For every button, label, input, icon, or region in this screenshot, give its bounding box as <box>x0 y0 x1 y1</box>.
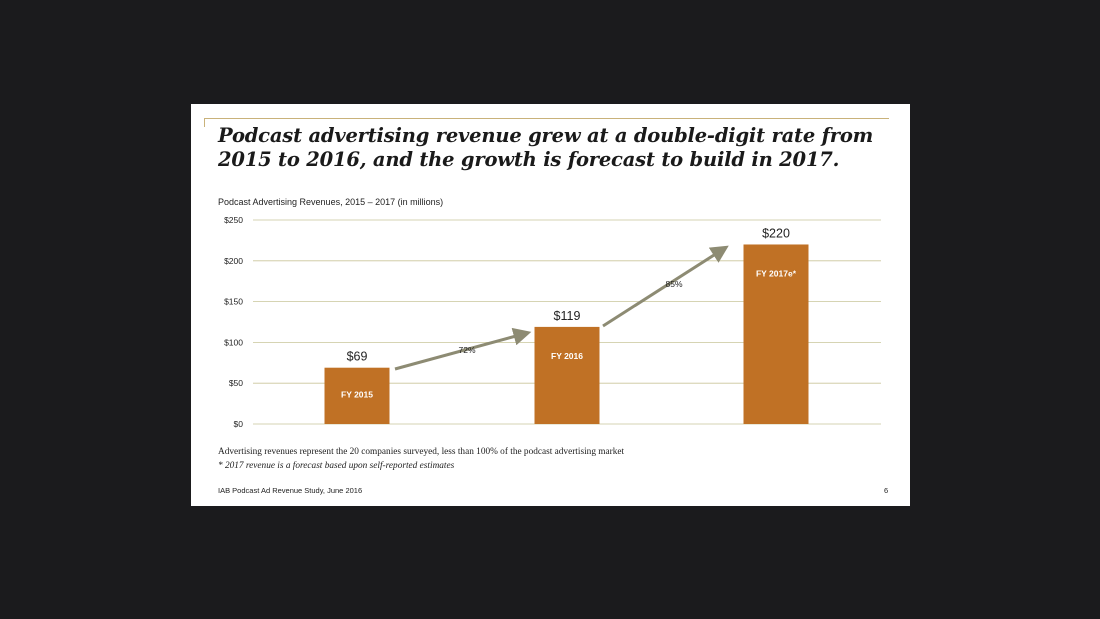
title-rule <box>204 118 889 119</box>
bar <box>324 367 390 424</box>
category-label: FY 2016 <box>551 351 583 361</box>
growth-arrow <box>602 245 729 328</box>
y-tick-label: $100 <box>224 337 243 347</box>
title-tick <box>204 118 205 127</box>
bar <box>743 244 809 424</box>
chart-title: Podcast Advertising Revenues, 2015 – 201… <box>218 197 444 207</box>
footnote: Advertising revenues represent the 20 co… <box>218 447 625 457</box>
y-tick-label: $150 <box>224 297 243 307</box>
y-tick-label: $250 <box>224 215 243 225</box>
forecast-footnote: * 2017 revenue is a forecast based upon … <box>218 461 455 471</box>
value-label: $119 <box>554 309 581 323</box>
slide-title: Podcast advertising revenue grew at a do… <box>218 124 874 171</box>
y-tick-label: $0 <box>234 419 244 429</box>
y-tick-label: $50 <box>229 378 243 388</box>
category-label: FY 2017e* <box>756 268 797 278</box>
y-tick-label: $200 <box>224 256 243 266</box>
page-number: 6 <box>884 486 889 495</box>
bar <box>534 326 600 424</box>
value-label: $220 <box>762 226 790 240</box>
slide: Podcast advertising revenue grew at a do… <box>191 104 910 506</box>
growth-rate-label: 85% <box>665 279 682 289</box>
bar-chart: $0 $50 $100 $150 $200 $250 $69 FY 2015 $119 FY 2… <box>224 215 881 429</box>
source-citation: IAB Podcast Ad Revenue Study, June 2016 <box>218 486 363 495</box>
growth-rate-label: 72% <box>458 345 475 355</box>
value-label: $69 <box>347 350 368 364</box>
growth-arrow <box>394 327 532 371</box>
category-label: FY 2015 <box>341 390 373 400</box>
